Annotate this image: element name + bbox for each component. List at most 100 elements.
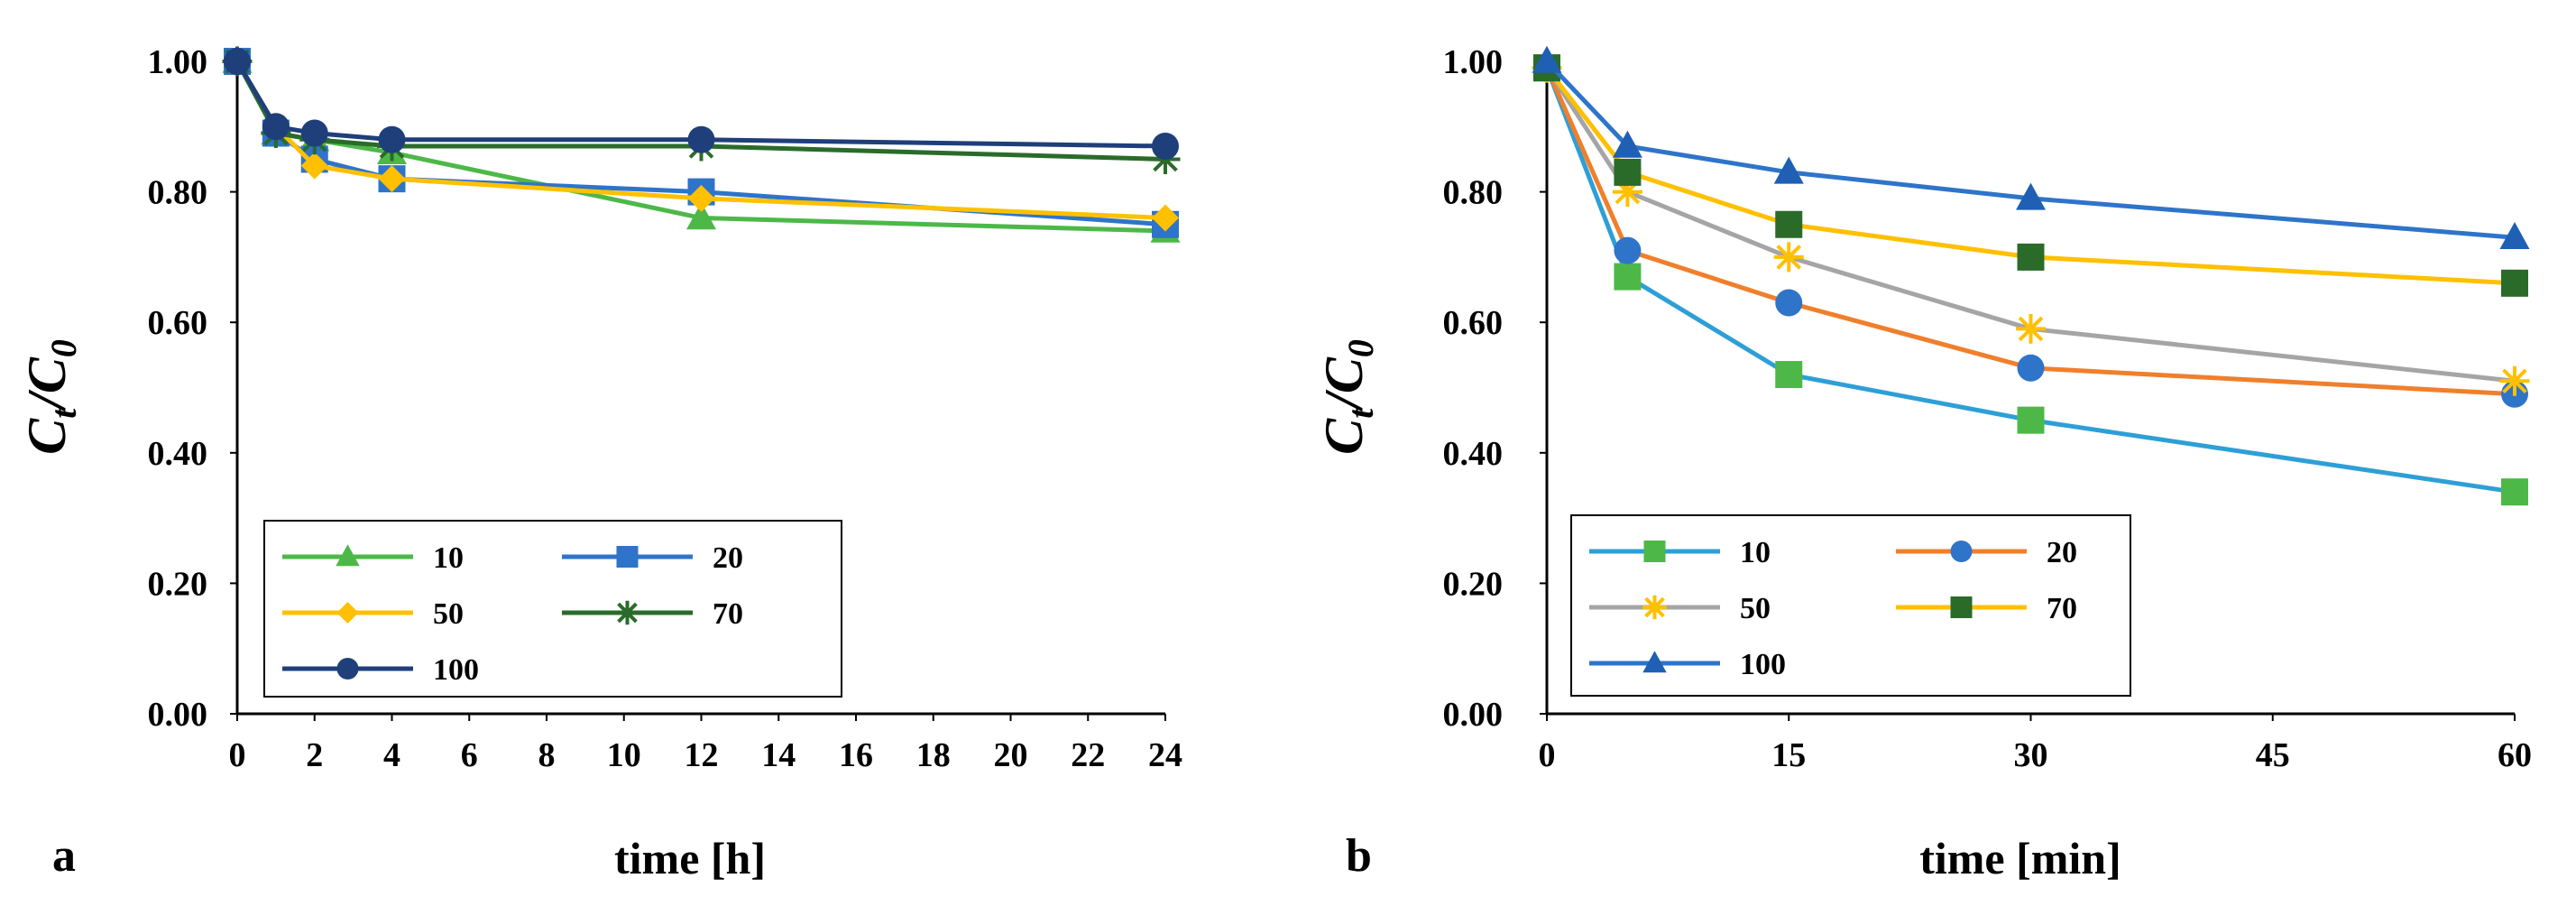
a-y-label-main: C [17, 418, 77, 455]
b-y-tick-label: 0.80 [1443, 174, 1504, 212]
a-x-tick-label: 24 [1148, 736, 1182, 774]
a-data-point-10 [686, 202, 716, 230]
b-legend-item-20: 20 [1896, 536, 2077, 569]
b-legend-marker [1950, 541, 1973, 562]
a-data-point-100 [687, 125, 715, 153]
b-legend-item-100: 100 [1589, 648, 1786, 681]
b-data-point-100 [1773, 156, 1804, 184]
b-legend-label: 10 [1740, 536, 1771, 569]
a-data-point-50 [300, 152, 328, 180]
a-legend-label: 100 [433, 653, 479, 687]
b-data-point-70 [1614, 158, 1642, 186]
a-legend: 10 20 50 70 100 [263, 520, 842, 698]
a-data-point-100 [1152, 132, 1179, 160]
b-data-point-70 [2017, 243, 2045, 271]
b-series-10 [1533, 54, 2528, 506]
b-legend-label: 100 [1740, 648, 1786, 681]
a-legend-item-100: 100 [282, 653, 479, 687]
panel-b-chart: 0.00 0.20 0.40 0.60 0.80 1.00 0 15 30 45 60 time [m… [1314, 43, 2532, 883]
b-legend: 10 20 50 70 100 [1570, 514, 2131, 697]
b-data-point-100 [1612, 130, 1642, 158]
a-x-tick-label: 14 [761, 736, 796, 774]
b-legend-item-10: 10 [1589, 536, 1771, 569]
a-x-tick-label: 18 [916, 736, 951, 774]
b-y-tick-label: 0.00 [1443, 696, 1504, 734]
a-x-tick-label: 22 [1071, 736, 1105, 774]
b-data-point-100 [2016, 182, 2046, 210]
a-y-tick-label: 1.00 [148, 43, 208, 81]
b-series-50 [1532, 52, 2530, 396]
a-data-point-50 [1152, 204, 1179, 232]
a-data-point-50 [687, 184, 715, 212]
b-data-point-100 [2499, 221, 2530, 249]
b-data-point-10 [2017, 406, 2045, 434]
b-legend-item-50: 50 [1589, 592, 1771, 625]
b-legend-marker [1643, 541, 1666, 562]
b-legend-marker [1642, 595, 1667, 620]
b-data-point-20 [1775, 289, 1803, 317]
b-series-line-100 [1545, 60, 2516, 240]
a-y-label-sep: /C [17, 356, 77, 412]
a-panel-letter: a [52, 830, 76, 882]
a-x-tick-label: 6 [461, 736, 478, 774]
b-data-point-100 [1532, 45, 1562, 73]
b-series-100 [1532, 45, 2530, 249]
b-y-axis-label: Ct/C0 [1314, 339, 1381, 455]
b-x-tick-label: 0 [1539, 736, 1556, 774]
a-x-axis-label: time [h] [614, 833, 766, 883]
a-legend-marker [616, 546, 639, 568]
b-y-tick-label: 0.40 [1443, 435, 1504, 473]
a-data-point-100 [262, 113, 290, 141]
a-x-tick-label: 20 [994, 736, 1028, 774]
b-legend-label: 20 [2047, 536, 2077, 569]
b-series-70 [1533, 54, 2528, 297]
b-y-tick-label: 0.60 [1443, 304, 1504, 342]
b-data-point-70 [1775, 210, 1803, 238]
a-data-point-100 [224, 48, 251, 75]
a-y-tick-label: 0.60 [148, 304, 208, 342]
b-data-point-20 [2017, 354, 2045, 382]
a-legend-item-50: 50 [282, 597, 464, 631]
a-x-tick-label: 0 [229, 736, 246, 774]
a-legend-marker [336, 658, 359, 680]
b-series-line-20 [1544, 67, 2516, 397]
a-y-tick-label: 0.00 [148, 696, 208, 734]
b-y-tick-label: 1.00 [1443, 43, 1504, 81]
a-legend-marker [336, 602, 359, 624]
a-x-tick-label: 4 [383, 736, 400, 774]
b-y-label-sub1: t [1340, 407, 1381, 419]
b-data-point-10 [2501, 478, 2528, 506]
a-legend-item-70: 70 [562, 597, 743, 631]
b-x-axis-label: time [min] [1919, 833, 2121, 883]
b-data-point-10 [1775, 361, 1803, 389]
b-panel-letter: b [1346, 830, 1372, 882]
a-y-axis-label: Ct/C0 [17, 339, 84, 455]
b-data-point-50 [2016, 313, 2046, 344]
b-data-point-50 [2499, 365, 2530, 396]
b-legend-label: 50 [1740, 592, 1771, 625]
a-legend-item-20: 20 [562, 541, 743, 575]
a-x-tick-label: 12 [685, 736, 719, 774]
a-legend-item-10: 10 [282, 541, 464, 575]
b-y-label-sep: /C [1314, 356, 1374, 412]
a-legend-label: 20 [713, 541, 743, 575]
b-x-tick-label: 60 [2498, 736, 2532, 774]
a-legend-label: 50 [433, 597, 464, 631]
a-y-tick-label: 0.20 [148, 565, 208, 603]
b-y-label-sub2: 0 [1340, 339, 1381, 357]
b-y-label-main: C [1314, 418, 1374, 455]
a-series-70 [222, 46, 1181, 174]
b-data-point-70 [2501, 269, 2528, 297]
b-legend-label: 70 [2047, 592, 2077, 625]
b-x-tick-label: 45 [2256, 736, 2290, 774]
a-data-point-100 [378, 125, 406, 153]
a-legend-label: 70 [713, 597, 743, 631]
b-legend-item-70: 70 [1896, 592, 2077, 625]
a-x-tick-label: 16 [839, 736, 873, 774]
panel-a-chart: 0.000.200.400.600.801.000 2 4 6 8 10 12 14 16 18 2… [17, 43, 1182, 883]
b-data-point-50 [1773, 242, 1804, 273]
a-data-point-50 [378, 165, 406, 193]
a-x-tick-label: 8 [538, 736, 556, 774]
a-y-label-sub1: t [43, 407, 84, 419]
